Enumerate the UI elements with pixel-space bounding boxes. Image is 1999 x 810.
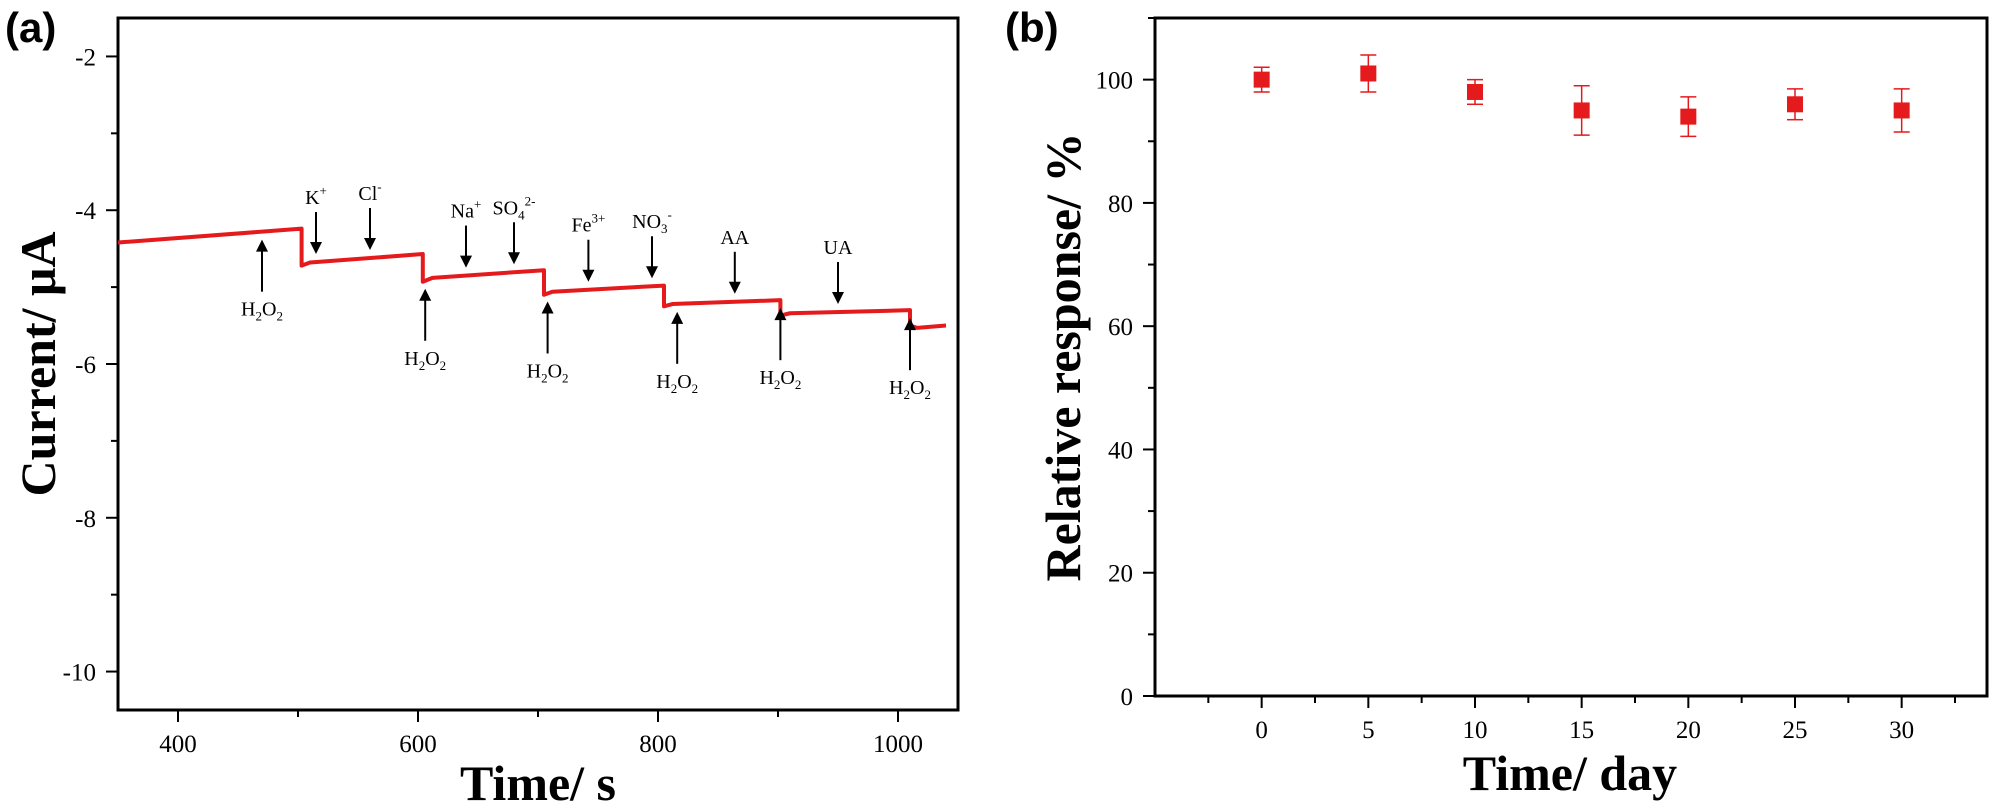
panel-b-y-ticks: 0 20 40 60 80 100 (1096, 17, 1155, 711)
annotation-arrow: H2O2 (404, 288, 446, 373)
arrow-head (419, 288, 432, 301)
data-point-group (1253, 66, 1270, 93)
panel-b-y-axis-title: Relative response/ % (1035, 132, 1091, 581)
annotation-label: K+ (305, 183, 327, 209)
y-tick-label: 0 (1121, 684, 1134, 711)
y-tick-label: -4 (75, 198, 96, 225)
x-tick-label: 10 (1463, 717, 1488, 744)
panel-a-y-axis-title: Current/ μA (10, 232, 66, 497)
x-tick-label: 25 (1783, 717, 1808, 744)
annotation-arrow: AA (720, 227, 750, 294)
annotation-arrow: K+ (305, 183, 327, 255)
arrow-head (364, 238, 376, 251)
x-tick-label: 400 (159, 731, 197, 758)
arrow-head (904, 318, 916, 331)
panel-a-x-axis-title: Time/ s (460, 755, 616, 810)
arrow-head (256, 239, 268, 252)
arrow-head (310, 242, 322, 255)
y-tick-label: -10 (63, 660, 96, 687)
data-point-square (1467, 83, 1483, 100)
y-tick-label: 60 (1108, 314, 1133, 341)
annotation-label: Fe3+ (571, 211, 605, 237)
panel-a-series (117, 226, 947, 330)
data-point-square (1787, 96, 1803, 113)
annotation-label: Cl- (358, 179, 381, 205)
data-point-square (1573, 102, 1590, 119)
arrow-head (541, 301, 554, 314)
data-point-group (1467, 78, 1483, 106)
y-tick-label: 20 (1108, 561, 1133, 588)
data-point-group (1360, 54, 1377, 93)
annotation-arrow: SO42- (493, 193, 536, 265)
data-point-group (1573, 85, 1590, 136)
annotation-label: H2O2 (527, 360, 569, 385)
arrow-head (508, 252, 520, 265)
panel-b-x-axis-title: Time/ day (1463, 745, 1677, 801)
current-trace-line (117, 226, 947, 330)
annotation-arrow: Cl- (358, 179, 382, 251)
arrow-head (728, 281, 741, 294)
x-tick-label: 600 (399, 731, 437, 758)
data-point-square (1893, 102, 1910, 119)
x-tick-label: 15 (1569, 717, 1594, 744)
annotation-label: AA (720, 227, 749, 249)
panel-a-x-ticks: 400 600 800 1000 (159, 710, 923, 758)
y-tick-label: -2 (75, 44, 96, 71)
annotation-arrow: H2O2 (656, 311, 698, 396)
panel-b-label: (b) (1005, 4, 1059, 51)
annotation-arrow: UA (824, 237, 853, 305)
annotation-label: H2O2 (404, 348, 446, 373)
x-tick-label: 0 (1255, 717, 1268, 744)
panel-b-plot-frame (1153, 16, 1989, 698)
y-tick-label: -8 (75, 506, 96, 533)
arrow-head (774, 308, 787, 321)
annotation-label: UA (824, 237, 853, 259)
annotation-arrow: H2O2 (241, 239, 283, 324)
arrow-head (671, 311, 684, 324)
x-tick-label: 800 (639, 731, 677, 758)
annotation-arrow: Na+ (451, 197, 482, 268)
data-point-square (1253, 71, 1270, 88)
annotation-arrow: H2O2 (759, 308, 801, 392)
arrow-head (832, 292, 844, 305)
x-tick-label: 20 (1676, 717, 1701, 744)
data-point-group (1787, 88, 1803, 121)
x-tick-label: 5 (1362, 717, 1375, 744)
annotation-label: H2O2 (241, 299, 283, 324)
panel-a-label: (a) (5, 4, 56, 51)
annotation-arrow: H2O2 (527, 301, 569, 385)
annotation-label: SO42- (493, 193, 536, 222)
annotation-arrow: NO3- (632, 207, 672, 279)
y-tick-label: 80 (1108, 191, 1133, 218)
arrow-head (460, 255, 472, 268)
panel-b-x-ticks: 0 5 10 15 20 25 30 (1207, 696, 1956, 744)
y-tick-label: -6 (75, 352, 96, 379)
data-point-group (1680, 96, 1697, 138)
y-tick-label: 40 (1108, 437, 1133, 464)
x-tick-label: 1000 (873, 731, 923, 758)
x-tick-label: 30 (1889, 717, 1914, 744)
panel-a-y-ticks: -2 -4 -6 -8 -10 (63, 44, 118, 687)
panel-a-chart: (a) 400 600 800 1000 -2 -4 -6 -8 -10 H2O2 K+ Cl- H… (5, 4, 960, 810)
annotation-label: H2O2 (889, 377, 931, 402)
annotation-label: NO3- (632, 207, 672, 236)
arrow-head (582, 269, 595, 282)
annotation-label: H2O2 (656, 371, 698, 396)
data-point-square (1680, 108, 1697, 125)
data-point-group (1893, 88, 1910, 133)
arrow-head (646, 266, 658, 279)
annotation-label: Na+ (451, 197, 482, 223)
annotation-arrow: H2O2 (889, 318, 931, 402)
y-tick-label: 100 (1096, 68, 1134, 95)
data-point-square (1360, 65, 1377, 82)
annotation-arrow: Fe3+ (571, 211, 605, 282)
panel-b-series (1253, 54, 1910, 138)
annotation-label: H2O2 (759, 367, 801, 392)
